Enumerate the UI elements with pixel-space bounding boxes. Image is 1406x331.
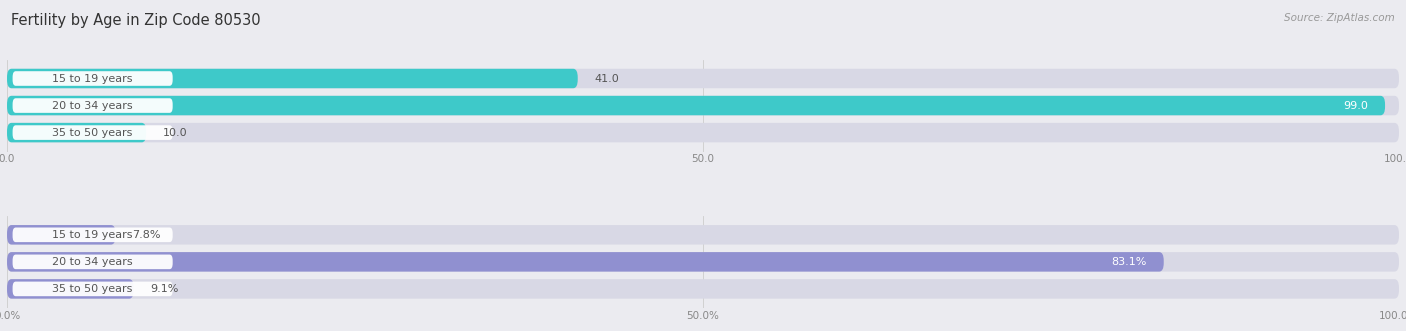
FancyBboxPatch shape bbox=[7, 225, 115, 245]
Text: 15 to 19 years: 15 to 19 years bbox=[52, 230, 134, 240]
FancyBboxPatch shape bbox=[7, 69, 1399, 88]
Text: 7.8%: 7.8% bbox=[132, 230, 160, 240]
Text: 99.0: 99.0 bbox=[1344, 101, 1368, 111]
Text: 9.1%: 9.1% bbox=[150, 284, 179, 294]
FancyBboxPatch shape bbox=[7, 252, 1164, 272]
FancyBboxPatch shape bbox=[7, 96, 1399, 115]
Text: Fertility by Age in Zip Code 80530: Fertility by Age in Zip Code 80530 bbox=[11, 13, 262, 28]
FancyBboxPatch shape bbox=[7, 225, 1399, 245]
FancyBboxPatch shape bbox=[7, 69, 578, 88]
FancyBboxPatch shape bbox=[13, 227, 173, 242]
Text: 10.0: 10.0 bbox=[163, 127, 187, 138]
FancyBboxPatch shape bbox=[7, 96, 1385, 115]
FancyBboxPatch shape bbox=[7, 279, 134, 299]
FancyBboxPatch shape bbox=[7, 123, 1399, 142]
FancyBboxPatch shape bbox=[7, 252, 1399, 272]
Text: 83.1%: 83.1% bbox=[1112, 257, 1147, 267]
Text: 35 to 50 years: 35 to 50 years bbox=[52, 127, 132, 138]
Text: Source: ZipAtlas.com: Source: ZipAtlas.com bbox=[1284, 13, 1395, 23]
FancyBboxPatch shape bbox=[13, 255, 173, 269]
FancyBboxPatch shape bbox=[13, 98, 173, 113]
FancyBboxPatch shape bbox=[7, 279, 1399, 299]
FancyBboxPatch shape bbox=[7, 123, 146, 142]
FancyBboxPatch shape bbox=[13, 71, 173, 86]
FancyBboxPatch shape bbox=[13, 282, 173, 296]
Text: 35 to 50 years: 35 to 50 years bbox=[52, 284, 132, 294]
Text: 15 to 19 years: 15 to 19 years bbox=[52, 73, 134, 83]
Text: 41.0: 41.0 bbox=[595, 73, 619, 83]
FancyBboxPatch shape bbox=[13, 125, 173, 140]
Text: 20 to 34 years: 20 to 34 years bbox=[52, 101, 134, 111]
Text: 20 to 34 years: 20 to 34 years bbox=[52, 257, 134, 267]
